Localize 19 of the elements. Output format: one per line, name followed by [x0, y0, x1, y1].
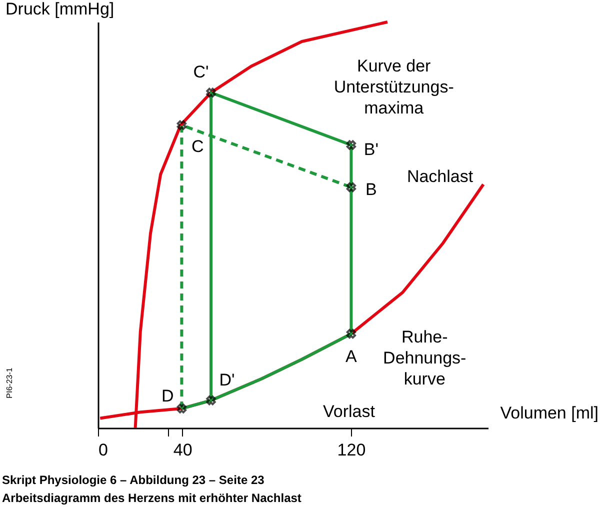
annotation: Kurve der Unterstützungs- maxima [334, 56, 454, 118]
annotation: C' [193, 62, 209, 82]
annotation: B [366, 180, 377, 200]
text: Arbeitsdiagramm des Herzens mit erhöhter Nachlast [2, 491, 302, 505]
annotation: Ruhe- Dehnungs- kurve [383, 327, 466, 388]
annotation: A [346, 346, 358, 366]
annotation: D' [219, 370, 235, 390]
annotation: D [162, 386, 174, 406]
x-tick-label: 0 [98, 440, 108, 460]
x-axis-title: Volumen [ml] [500, 404, 598, 422]
text: Skript Physiologie 6 – Abbildung 23 – Seite 23 [2, 473, 265, 487]
y-axis-title: Druck [mmHg] [6, 0, 114, 18]
x-tick-label: 40 [173, 440, 192, 460]
annotation: Vorlast [323, 402, 376, 421]
annotation: C [192, 137, 204, 156]
x-tick-label: 120 [337, 440, 366, 460]
text: PI6-23-1 [5, 367, 14, 398]
annotation: B' [364, 140, 378, 160]
annotation: Nachlast [406, 167, 474, 186]
